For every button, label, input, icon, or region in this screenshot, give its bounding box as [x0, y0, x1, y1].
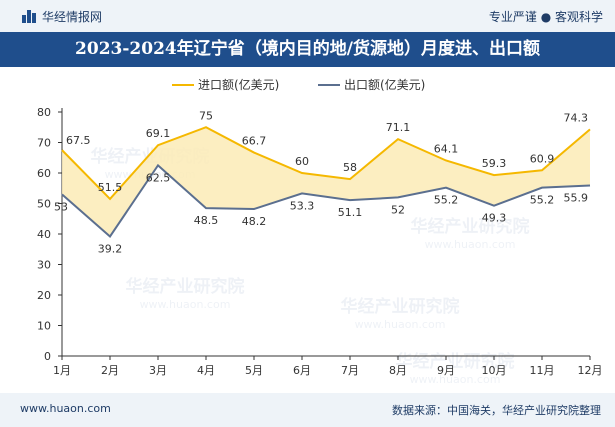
fill-between-area [62, 127, 590, 237]
watermark-text: 华经产业研究院 [341, 296, 460, 317]
watermark-url: www.huaon.com [410, 373, 501, 386]
data-label-import: 67.5 [66, 134, 91, 147]
x-tick-label: 7月 [341, 364, 359, 377]
x-tick-label: 11月 [530, 364, 555, 377]
watermark-url: www.huaon.com [355, 318, 446, 331]
data-label-import: 51.5 [98, 181, 123, 194]
x-tick-label: 4月 [197, 364, 215, 377]
data-label-export: 51.1 [338, 206, 363, 219]
data-label-export: 53 [54, 200, 68, 213]
x-tick-label: 5月 [245, 364, 263, 377]
series-line-import [61, 126, 591, 201]
tagline: 专业严谨 ● 客观科学 [488, 10, 603, 24]
brand-logo-icon [22, 10, 36, 23]
x-tick-label: 2月 [101, 364, 119, 377]
data-label-export: 52 [391, 203, 405, 216]
data-label-import: 71.1 [386, 121, 411, 134]
x-tick-label: 9月 [437, 364, 455, 377]
y-tick-label: 0 [44, 350, 51, 363]
data-source: 数据来源：中国海关，华经产业研究院整理 [392, 404, 601, 417]
brand: 华经情报网 [22, 8, 102, 25]
legend-label-1: 出口额(亿美元) [344, 77, 425, 92]
y-tick-label: 40 [37, 228, 51, 241]
watermark-url: www.huaon.com [425, 238, 516, 251]
line-chart: 华经产业研究院www.huaon.com华经产业研究院www.huaon.com… [37, 77, 603, 386]
data-label-import: 60 [295, 155, 309, 168]
brand-name: 华经情报网 [42, 10, 103, 24]
data-label-export: 48.5 [194, 214, 219, 227]
y-tick-label: 50 [37, 198, 51, 211]
data-label-import: 60.9 [530, 152, 555, 165]
x-tick-label: 12月 [578, 364, 603, 377]
data-label-import: 69.1 [146, 127, 171, 140]
data-label-import: 66.7 [242, 135, 267, 148]
x-tick-label: 3月 [149, 364, 167, 377]
data-label-import: 74.3 [564, 111, 589, 124]
x-tick-label: 10月 [482, 364, 507, 377]
series-line-export [61, 163, 591, 238]
data-label-export: 39.2 [98, 242, 123, 255]
data-label-import: 75 [199, 109, 213, 122]
chart-title: 2023-2024年辽宁省（境内目的地/货源地）月度进、出口额 [0, 32, 615, 67]
y-tick-label: 70 [37, 137, 51, 150]
data-label-export: 55.2 [530, 194, 555, 207]
footer-url[interactable]: www.huaon.com [20, 402, 111, 415]
y-tick-label: 10 [37, 320, 51, 333]
top-bar: 华经情报网 专业严谨 ● 客观科学 [0, 0, 615, 32]
legend-label-0: 进口额(亿美元) [198, 77, 279, 92]
data-label-import: 58 [343, 161, 357, 174]
y-tick-label: 30 [37, 259, 51, 272]
data-label-import: 64.1 [434, 142, 459, 155]
y-tick-label: 20 [37, 289, 51, 302]
data-label-export: 55.2 [434, 194, 459, 207]
x-tick-label: 6月 [293, 364, 311, 377]
y-tick-label: 60 [37, 167, 51, 180]
watermark-url: www.huaon.com [140, 298, 231, 311]
data-label-import: 59.3 [482, 157, 507, 170]
watermark-text: 华经产业研究院 [126, 276, 245, 297]
data-label-export: 62.5 [146, 171, 171, 184]
x-tick-label: 8月 [389, 364, 407, 377]
footer: www.huaon.com 数据来源：中国海关，华经产业研究院整理 [0, 393, 615, 427]
watermark-text: 华经产业研究院 [411, 216, 530, 237]
x-tick-label: 1月 [53, 364, 71, 377]
data-label-export: 53.3 [290, 199, 315, 212]
y-tick-label: 80 [37, 106, 51, 119]
data-label-export: 49.3 [482, 212, 507, 225]
data-label-export: 48.2 [242, 215, 267, 228]
data-label-export: 55.9 [564, 192, 589, 205]
